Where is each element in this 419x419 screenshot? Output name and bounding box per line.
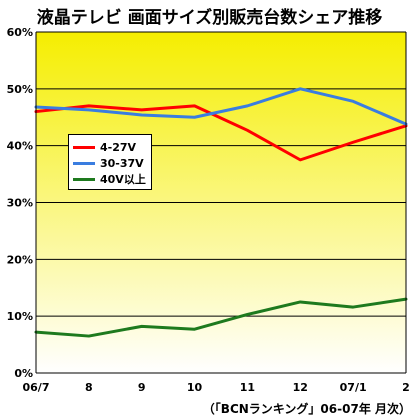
y-tick-label: 10% (7, 310, 33, 323)
legend-item-series-1: 4-27V (73, 139, 136, 155)
series-line-1 (34, 104, 408, 162)
x-tick-label: 8 (85, 381, 93, 394)
y-tick-label: 40% (7, 140, 33, 153)
legend-swatch-series-1 (73, 145, 95, 149)
series-layer (34, 87, 408, 338)
y-tick-label: 20% (7, 253, 33, 266)
legend-swatch-series-2 (73, 161, 95, 165)
legend-swatch-series-3 (73, 177, 95, 181)
y-tick-label: 50% (7, 83, 33, 96)
source-note: （「BCNランキング」06-07年 月次） (202, 402, 411, 416)
chart-title: 液晶テレビ 画面サイズ別販売台数シェア推移 (36, 8, 383, 28)
legend-item-series-3: 40V以上 (73, 171, 146, 187)
series-line-2 (34, 87, 408, 126)
legend-item-series-2: 30-37V (73, 155, 144, 171)
x-tick-label: 10 (187, 381, 203, 394)
x-tick-label: 07/1 (340, 381, 367, 394)
y-tick-label: 30% (7, 197, 33, 210)
y-tick-label: 60% (7, 26, 33, 39)
series-line-3 (34, 297, 408, 338)
x-tick-label: 11 (240, 381, 255, 394)
legend-label-series-2: 30-37V (100, 156, 144, 170)
legend-label-series-1: 4-27V (100, 140, 137, 154)
x-tick-label: 2 (402, 381, 410, 394)
legend-label-series-3: 40V以上 (100, 173, 146, 186)
axes: 0% 10% 20% 30% 40% 50% 60% 06/7 8 9 10 11 12 07/1 2 (7, 26, 410, 394)
x-tick-label: 9 (138, 381, 146, 394)
x-tick-label: 12 (293, 381, 308, 394)
x-tick-label: 06/7 (23, 381, 50, 394)
legend: 4-27V 30-37V 40V以上 (68, 134, 152, 190)
y-tick-label: 0% (14, 367, 33, 380)
